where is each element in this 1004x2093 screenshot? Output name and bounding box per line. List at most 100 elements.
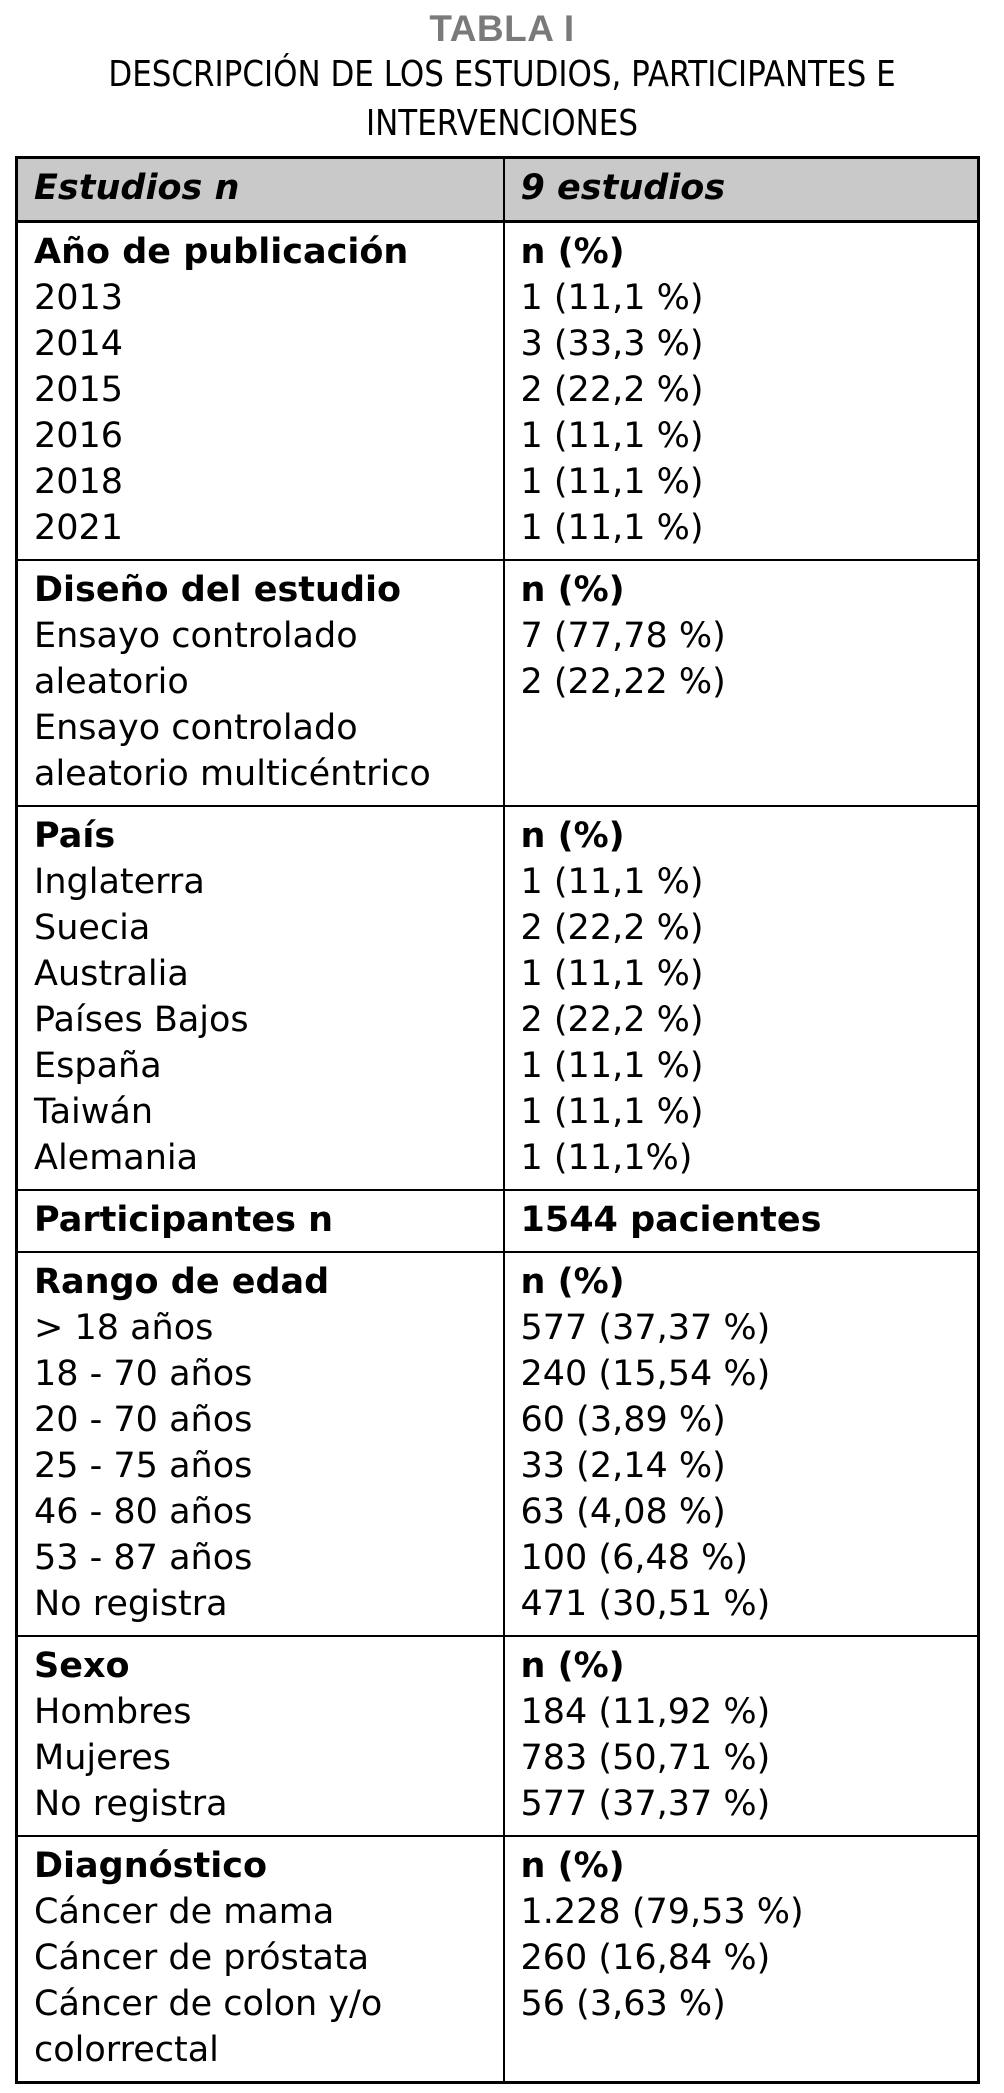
label-line: Cáncer de próstata [34, 1938, 370, 1978]
value-line: 1 (11,1 %) [520, 1046, 704, 1086]
value-line: 577 (37,37 %) [520, 1308, 771, 1348]
value-cell: n (%) 1 (11,1 %) 2 (22,2 %) 1 (11,1 %) 2 (22… [502, 806, 979, 1190]
label-cell: Año de publicación 2013 2014 2015 2016 2018 20… [17, 222, 504, 561]
label-line: 25 - 75 años [34, 1446, 253, 1486]
label-line: Año de publicación [34, 232, 409, 272]
value-line: n (%) [520, 1646, 625, 1686]
label-line: Países Bajos [34, 1000, 249, 1040]
value-line: 63 (4,08 %) [520, 1492, 726, 1532]
value-line: 783 (50,71 %) [520, 1738, 771, 1778]
label-line: Hombres [34, 1692, 192, 1732]
label-line: Diagnóstico [34, 1846, 268, 1886]
value-line: n (%) [520, 816, 625, 856]
label-line: Participantes n [34, 1200, 334, 1240]
value-line: n (%) [520, 1846, 625, 1886]
label-line: > 18 años [34, 1308, 214, 1348]
label-line: Alemania [34, 1138, 199, 1178]
label-line: Taiwán [34, 1092, 154, 1132]
value-line: 1544 pacientes [520, 1200, 822, 1240]
value-line: 1 (11,1 %) [520, 462, 704, 502]
value-line: 1 (11,1%) [520, 1138, 693, 1178]
label-line: 53 - 87 años [34, 1538, 253, 1578]
header-cell-estudios: Estudios n [16, 157, 504, 223]
section-row-1: Diseño del estudio Ensayo controlado aleat… [16, 560, 979, 806]
label-line: Mujeres [34, 1738, 172, 1778]
header-cell-estudios-count: 9 estudios [502, 157, 979, 223]
value-cell: n (%) 184 (11,92 %) 783 (50,71 %) 577 (37,3… [502, 1636, 979, 1836]
value-line: 1 (11,1 %) [520, 508, 704, 548]
section-row-3: Participantes n 1544 pacientes [16, 1190, 979, 1252]
page-subtitle-line: DESCRIPCIÓN DE LOS ESTUDIOS, PARTICIPANT… [108, 54, 896, 95]
section-row-4: Rango de edad > 18 años 18 - 70 años 20 - 7… [16, 1252, 979, 1636]
label-line: No registra [34, 1584, 228, 1624]
label-line: 2021 [34, 508, 124, 548]
label-line: 2014 [34, 324, 124, 364]
value-line: 1 (11,1 %) [520, 416, 704, 456]
section-row-0: Año de publicación 2013 2014 2015 2016 2018 20… [16, 221, 979, 561]
label-cell: Sexo Hombres Mujeres No registra [17, 1636, 504, 1836]
label-line: Rango de edad [34, 1262, 330, 1302]
value-line: 184 (11,92 %) [520, 1692, 771, 1732]
value-line: 7 (77,78 %) [520, 616, 726, 656]
label-cell: Diagnóstico Cáncer de mama Cáncer de próst… [17, 1836, 504, 2083]
value-cell: n (%) 577 (37,37 %) 240 (15,54 %) 60 (3,89 … [502, 1252, 979, 1636]
value-line: 100 (6,48 %) [520, 1538, 749, 1578]
label-line: 2018 [34, 462, 124, 502]
value-line: 56 (3,63 %) [520, 1984, 726, 2024]
label-line: aleatorio [34, 662, 189, 702]
value-line: 1 (11,1 %) [520, 862, 704, 902]
label-line: España [34, 1046, 162, 1086]
value-line: n (%) [520, 232, 625, 272]
label-line: No registra [34, 1784, 228, 1824]
value-cell: n (%) 7 (77,78 %) 2 (22,22 %) [502, 560, 979, 806]
value-line: n (%) [520, 570, 625, 610]
page-subtitle-line: INTERVENCIONES [366, 103, 638, 144]
label-line: Ensayo controlado [34, 616, 358, 656]
value-line: 2 (22,2 %) [520, 908, 704, 948]
value-line: 33 (2,14 %) [520, 1446, 726, 1486]
label-line: Diseño del estudio [34, 570, 402, 610]
label-line: aleatorio multicéntrico [34, 754, 431, 794]
value-cell: 1544 pacientes [502, 1190, 979, 1252]
value-line: 1 (11,1 %) [520, 278, 704, 318]
value-line: 577 (37,37 %) [520, 1784, 771, 1824]
page-subtitle: DESCRIPCIÓN DE LOS ESTUDIOS, PARTICIPANT… [0, 50, 1004, 148]
value-line: 3 (33,3 %) [520, 324, 704, 364]
value-line: 2 (22,2 %) [520, 370, 704, 410]
label-cell: Diseño del estudio Ensayo controlado aleat… [17, 560, 504, 806]
value-cell: n (%) 1 (11,1 %) 3 (33,3 %) 2 (22,2 %) 1 (11… [502, 221, 979, 560]
section-row-6: Diagnóstico Cáncer de mama Cáncer de próst… [16, 1836, 979, 2083]
label-line: Australia [34, 954, 189, 994]
section-row-2: País Inglaterra Suecia Australia Países Bajo… [16, 806, 979, 1190]
study-description-table: Estudios n 9 estudios Año de publicación… [15, 156, 980, 2084]
page-title: TABLA I [429, 8, 575, 49]
value-cell: n (%) 1.228 (79,53 %) 260 (16,84 %) 56 (3,6… [502, 1836, 979, 2083]
value-line: 2 (22,2 %) [520, 1000, 704, 1040]
value-line: 1.228 (79,53 %) [520, 1892, 804, 1932]
value-line: 471 (30,51 %) [520, 1584, 771, 1624]
value-line: 260 (16,84 %) [520, 1938, 771, 1978]
page: TABLA I DESCRIPCIÓN DE LOS ESTUDIOS, PAR… [0, 8, 1004, 2084]
label-line: Inglaterra [34, 862, 205, 902]
value-line: n (%) [520, 1262, 625, 1302]
label-cell: Participantes n [17, 1190, 504, 1252]
label-line: 20 - 70 años [34, 1400, 253, 1440]
label-cell: Rango de edad > 18 años 18 - 70 años 20 - 7… [17, 1252, 504, 1636]
label-line: 18 - 70 años [34, 1354, 253, 1394]
label-cell: País Inglaterra Suecia Australia Países Bajo… [17, 806, 504, 1190]
section-row-5: Sexo Hombres Mujeres No registra n (%) 184 (1… [16, 1636, 979, 1836]
label-line: 2013 [34, 278, 124, 318]
label-line: 2015 [34, 370, 124, 410]
label-line: Sexo [34, 1646, 130, 1686]
value-line: 1 (11,1 %) [520, 954, 704, 994]
label-line: Cáncer de mama [34, 1892, 335, 1932]
label-line: 46 - 80 años [34, 1492, 253, 1532]
label-line: Cáncer de colon y/o [34, 1984, 383, 2024]
value-line: 1 (11,1 %) [520, 1092, 704, 1132]
label-line: Ensayo controlado [34, 708, 358, 748]
table-header-row: Estudios n 9 estudios [16, 157, 979, 223]
value-line: 240 (15,54 %) [520, 1354, 771, 1394]
label-line: 2016 [34, 416, 124, 456]
label-line: Suecia [34, 908, 151, 948]
value-line: 60 (3,89 %) [520, 1400, 726, 1440]
